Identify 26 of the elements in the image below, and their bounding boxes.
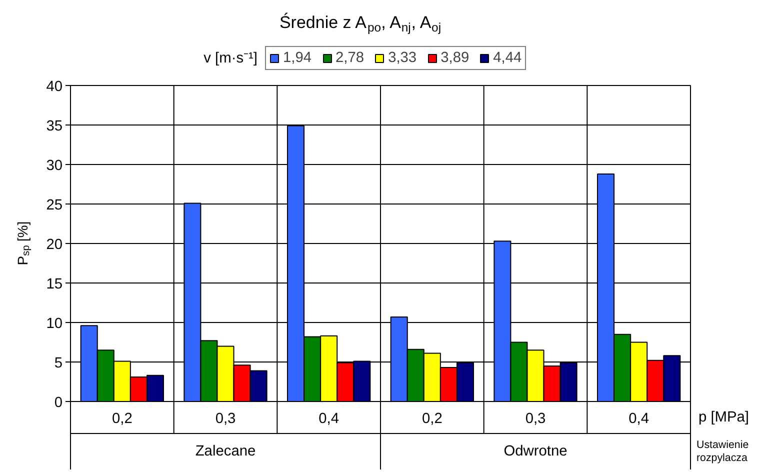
x-tick-label: 0,3 (525, 411, 546, 427)
y-tick-label: 30 (46, 158, 63, 174)
y-tick-label: 15 (46, 276, 63, 292)
legend-label: 4,44 (493, 50, 522, 66)
x-tick-label: 0,3 (215, 411, 236, 427)
y-tick-label: 20 (46, 237, 63, 253)
y-tick-label: 5 (54, 356, 63, 372)
text: Ustawienie rozpylacza (696, 438, 749, 464)
legend-label: 2,78 (336, 50, 364, 66)
text: Odwrotne (504, 444, 568, 460)
y-tick-label: 25 (46, 198, 63, 214)
legend-label: 1,94 (283, 50, 312, 66)
y-axis-title: Psp [%] (14, 221, 32, 266)
y-tick-label: 35 (46, 118, 63, 134)
y-tick-label: 40 (46, 79, 63, 95)
legend-label: 3,89 (440, 50, 470, 66)
y-tick-label: 0 (54, 395, 63, 411)
legend-title: v [m·s⁻¹] (204, 50, 258, 66)
text: p [MPa] (698, 410, 750, 426)
y-tick-label: 10 (46, 316, 63, 332)
legend-label: 3,33 (388, 50, 417, 66)
x-tick-label: 0,2 (422, 411, 442, 427)
x-tick-label: 0,4 (318, 411, 340, 427)
text: Zalecane (195, 444, 256, 460)
x-tick-label: 0,4 (628, 411, 650, 427)
x-tick-label: 0,2 (112, 411, 132, 427)
